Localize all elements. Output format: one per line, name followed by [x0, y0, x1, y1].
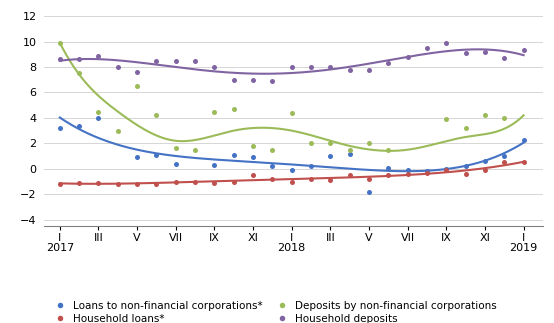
Point: [423, 45, 432, 50]
Point: [442, 117, 451, 122]
Point: [461, 126, 470, 131]
Point: [519, 137, 528, 142]
Point: [442, 166, 451, 172]
Point: [268, 176, 277, 182]
Point: [191, 147, 199, 152]
Point: [152, 152, 161, 157]
Point: [210, 109, 219, 114]
Point: [326, 153, 335, 159]
Point: [75, 180, 84, 185]
Point: [249, 77, 258, 82]
Point: [268, 78, 277, 84]
Point: [306, 176, 315, 182]
Point: [461, 164, 470, 169]
Point: [94, 180, 103, 185]
Point: [75, 123, 84, 128]
Point: [94, 53, 103, 58]
Point: [132, 155, 141, 160]
Point: [210, 64, 219, 69]
Point: [288, 168, 296, 173]
Point: [345, 147, 354, 152]
Point: [365, 67, 373, 72]
Point: [249, 143, 258, 149]
Point: [461, 171, 470, 176]
Point: [114, 182, 122, 187]
Point: [55, 126, 64, 131]
Point: [326, 64, 335, 69]
Point: [191, 58, 199, 63]
Point: [403, 168, 412, 173]
Point: [365, 176, 373, 182]
Point: [288, 110, 296, 115]
Point: [326, 178, 335, 183]
Point: [461, 50, 470, 56]
Point: [152, 182, 161, 187]
Point: [268, 164, 277, 169]
Point: [229, 152, 238, 157]
Point: [500, 153, 509, 159]
Point: [210, 180, 219, 185]
Point: [306, 64, 315, 69]
Point: [75, 57, 84, 62]
Point: [345, 151, 354, 156]
Point: [229, 179, 238, 184]
Point: [229, 106, 238, 111]
Point: [384, 172, 393, 178]
Point: [403, 171, 412, 176]
Point: [519, 48, 528, 53]
Point: [171, 58, 180, 63]
Point: [191, 179, 199, 184]
Point: [114, 128, 122, 133]
Point: [132, 69, 141, 75]
Point: [345, 67, 354, 72]
Point: [75, 71, 84, 76]
Point: [94, 115, 103, 120]
Point: [480, 49, 489, 54]
Text: 2018: 2018: [278, 243, 306, 253]
Point: [152, 58, 161, 63]
Point: [114, 64, 122, 69]
Point: [423, 170, 432, 175]
Point: [171, 179, 180, 184]
Point: [94, 109, 103, 114]
Point: [55, 57, 64, 62]
Point: [480, 168, 489, 173]
Point: [288, 179, 296, 184]
Point: [384, 61, 393, 66]
Point: [326, 141, 335, 146]
Point: [384, 165, 393, 170]
Point: [500, 160, 509, 165]
Point: [442, 168, 451, 173]
Text: 2017: 2017: [45, 243, 74, 253]
Point: [210, 162, 219, 168]
Point: [365, 141, 373, 146]
Point: [500, 56, 509, 61]
Point: [249, 172, 258, 178]
Point: [442, 40, 451, 45]
Point: [480, 159, 489, 164]
Point: [306, 141, 315, 146]
Point: [306, 164, 315, 169]
Point: [55, 182, 64, 187]
Point: [132, 182, 141, 187]
Point: [132, 83, 141, 89]
Point: [480, 113, 489, 118]
Point: [55, 40, 64, 45]
Point: [249, 155, 258, 160]
Point: [384, 147, 393, 152]
Point: [345, 172, 354, 178]
Text: 2019: 2019: [510, 243, 538, 253]
Point: [365, 189, 373, 194]
Point: [519, 160, 528, 165]
Point: [288, 64, 296, 69]
Point: [152, 113, 161, 118]
Point: [500, 115, 509, 120]
Point: [403, 54, 412, 59]
Point: [229, 77, 238, 82]
Legend: Loans to non-financial corporations*, Household loans*, Deposits by non-financia: Loans to non-financial corporations*, Ho…: [49, 301, 497, 323]
Point: [423, 169, 432, 174]
Point: [268, 147, 277, 152]
Point: [171, 146, 180, 151]
Point: [171, 161, 180, 166]
